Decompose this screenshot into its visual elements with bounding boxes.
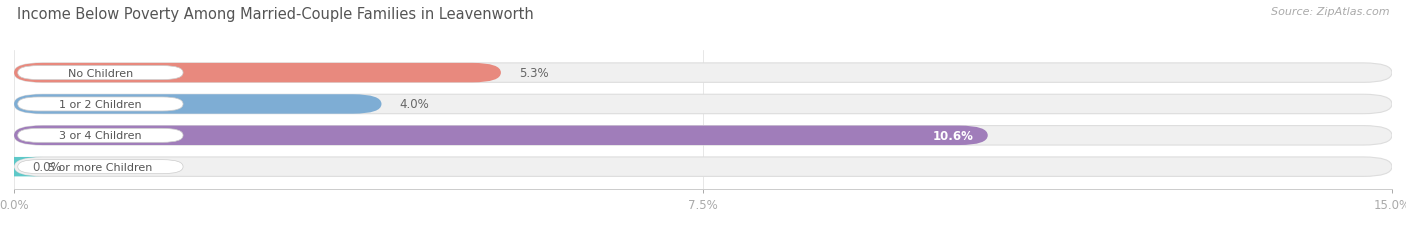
FancyBboxPatch shape (14, 157, 1392, 177)
Text: 5 or more Children: 5 or more Children (48, 162, 153, 172)
FancyBboxPatch shape (0, 157, 42, 177)
FancyBboxPatch shape (14, 95, 381, 114)
FancyBboxPatch shape (18, 160, 183, 174)
Text: Income Below Poverty Among Married-Couple Families in Leavenworth: Income Below Poverty Among Married-Coupl… (17, 7, 534, 22)
Text: 4.0%: 4.0% (399, 98, 430, 111)
FancyBboxPatch shape (18, 129, 183, 143)
FancyBboxPatch shape (14, 64, 1392, 83)
Text: 1 or 2 Children: 1 or 2 Children (59, 100, 142, 109)
Text: 5.3%: 5.3% (519, 67, 548, 80)
Text: 3 or 4 Children: 3 or 4 Children (59, 131, 142, 141)
FancyBboxPatch shape (14, 95, 1392, 114)
Text: 10.6%: 10.6% (934, 129, 974, 142)
FancyBboxPatch shape (18, 97, 183, 112)
FancyBboxPatch shape (14, 64, 501, 83)
Text: Source: ZipAtlas.com: Source: ZipAtlas.com (1271, 7, 1389, 17)
Text: 0.0%: 0.0% (32, 161, 62, 173)
FancyBboxPatch shape (18, 66, 183, 80)
FancyBboxPatch shape (14, 126, 1392, 145)
Text: No Children: No Children (67, 68, 134, 78)
FancyBboxPatch shape (14, 126, 988, 145)
